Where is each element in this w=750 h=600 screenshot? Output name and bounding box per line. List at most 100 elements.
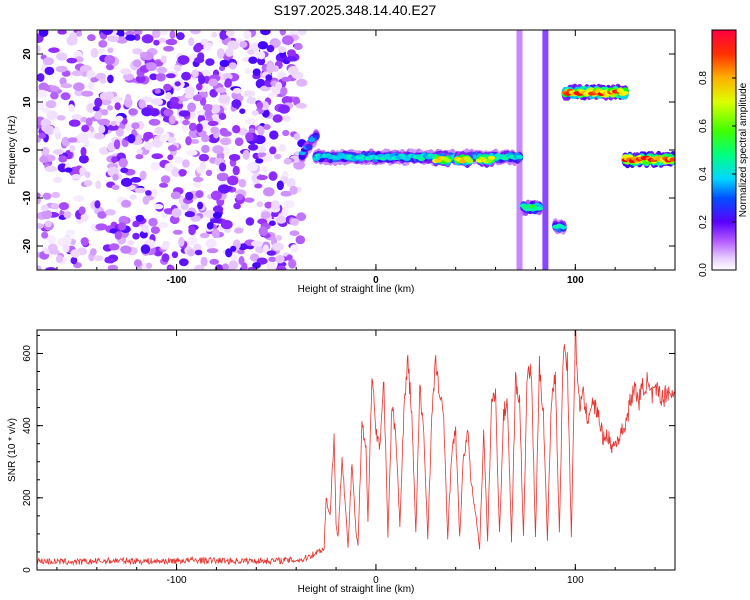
noise-blob [187, 248, 196, 257]
noise-blob [135, 214, 145, 222]
noise-blob [290, 244, 299, 253]
noise-blob [218, 94, 231, 104]
noise-blob [172, 229, 183, 235]
noise-blob [251, 240, 264, 247]
noise-blob [238, 178, 247, 188]
track-segment [298, 151, 306, 156]
noise-blob [211, 31, 218, 38]
x-tick-label: 100 [567, 275, 584, 286]
noise-blob [281, 206, 289, 217]
noise-blob [157, 37, 167, 44]
noise-blob [212, 205, 224, 214]
noise-blob [141, 34, 154, 44]
noise-blob [241, 262, 248, 270]
noise-blob [94, 97, 103, 108]
noise-blob [125, 123, 133, 132]
noise-blob [257, 145, 266, 153]
y-tick-label: 600 [22, 345, 33, 362]
noise-blob [163, 45, 175, 52]
noise-blob [251, 110, 259, 116]
noise-blob [215, 87, 227, 93]
noise-blob [136, 148, 143, 154]
noise-blob [205, 238, 217, 249]
noise-blob [184, 86, 195, 96]
y-tick-label: -20 [22, 238, 33, 253]
noise-blob [69, 144, 76, 153]
noise-blob [165, 92, 172, 100]
noise-blob [150, 161, 161, 171]
noise-blob [281, 96, 293, 105]
noise-blob [231, 99, 242, 109]
colorbar-tick-label: 0.4 [698, 167, 709, 181]
noise-blob [146, 62, 157, 72]
noise-blob [44, 66, 55, 76]
noise-blob [178, 195, 186, 206]
noise-blob [117, 222, 127, 231]
noise-blob [38, 30, 49, 37]
noise-blob [50, 86, 60, 92]
noise-blob [185, 136, 192, 146]
track-segment [305, 145, 313, 149]
noise-blob [188, 122, 197, 132]
noise-blob [94, 111, 102, 120]
noise-blob [252, 262, 261, 269]
noise-blob [196, 123, 203, 133]
noise-blob [153, 39, 160, 46]
noise-blob [243, 30, 252, 40]
noise-blob [61, 136, 70, 147]
noise-blob [144, 131, 154, 140]
noise-blob [272, 242, 284, 251]
noise-blob [53, 126, 60, 135]
noise-blob [269, 146, 277, 155]
noise-blob [207, 120, 219, 127]
noise-blob [134, 187, 147, 193]
noise-blob [56, 115, 66, 121]
noise-blob [216, 48, 225, 59]
noise-blob [210, 126, 220, 134]
noise-blob [228, 260, 239, 270]
noise-blob [283, 200, 295, 209]
noise-blob [264, 201, 274, 209]
noise-blob [260, 101, 269, 111]
noise-blob [37, 223, 44, 229]
noise-blob [239, 108, 246, 114]
track-segment [312, 134, 320, 139]
noise-blob [242, 149, 250, 160]
colorbar-gradient [711, 29, 737, 271]
noise-blob [182, 159, 190, 168]
noise-blob [37, 196, 41, 205]
noise-blob [86, 103, 95, 113]
noise-blob [151, 153, 164, 160]
noise-blob [219, 127, 228, 136]
noise-blob [167, 136, 177, 143]
noise-blob [225, 48, 234, 57]
noise-blob [211, 228, 220, 239]
noise-blob [230, 254, 238, 261]
noise-blob [257, 51, 266, 60]
noise-blob [37, 89, 48, 98]
noise-blob [150, 226, 160, 235]
noise-blob [156, 72, 166, 82]
x-tick-label: -100 [167, 275, 187, 286]
noise-blob [168, 115, 176, 125]
noise-blob [268, 171, 278, 181]
noise-blob [234, 137, 244, 146]
noise-blob [282, 35, 294, 46]
noise-blob [247, 49, 255, 55]
noise-blob [148, 217, 158, 227]
noise-blob [174, 156, 183, 164]
noise-blob [209, 88, 218, 98]
noise-blob [190, 215, 201, 222]
noise-blob [271, 200, 280, 210]
noise-blob [145, 190, 152, 196]
noise-blob [51, 191, 61, 199]
noise-blob [37, 102, 45, 111]
y-tick-label: -10 [22, 190, 33, 205]
noise-blob [280, 86, 288, 96]
noise-blob [154, 88, 161, 94]
noise-blob [78, 206, 86, 215]
noise-blob [133, 30, 143, 36]
colorbar-tick-label: 0.2 [698, 215, 709, 229]
noise-blob [114, 231, 123, 240]
y-tick-label: 20 [22, 48, 33, 60]
